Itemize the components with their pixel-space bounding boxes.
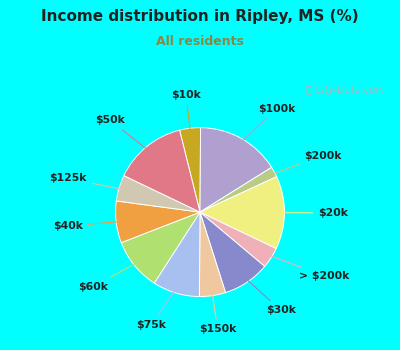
Text: $50k: $50k	[96, 116, 150, 152]
Wedge shape	[200, 167, 277, 212]
Text: $150k: $150k	[199, 290, 236, 334]
Text: $100k: $100k	[239, 104, 295, 144]
Text: > $200k: > $200k	[266, 254, 350, 281]
Text: $75k: $75k	[136, 287, 177, 330]
Wedge shape	[200, 212, 276, 266]
Wedge shape	[124, 130, 200, 212]
Wedge shape	[200, 212, 265, 293]
Text: $40k: $40k	[53, 221, 122, 231]
Wedge shape	[200, 128, 272, 212]
Wedge shape	[180, 128, 200, 212]
Text: $10k: $10k	[171, 90, 201, 134]
Wedge shape	[154, 212, 200, 296]
Text: $200k: $200k	[270, 151, 341, 175]
Text: ⓘ City-Data.com: ⓘ City-Data.com	[306, 85, 384, 95]
Wedge shape	[116, 201, 200, 243]
Text: All residents: All residents	[156, 35, 244, 48]
Wedge shape	[200, 212, 226, 296]
Text: $20k: $20k	[279, 208, 348, 218]
Text: $60k: $60k	[78, 261, 139, 292]
Text: $125k: $125k	[49, 173, 124, 190]
Wedge shape	[116, 176, 200, 212]
Wedge shape	[121, 212, 200, 283]
Wedge shape	[200, 177, 284, 248]
Text: Income distribution in Ripley, MS (%): Income distribution in Ripley, MS (%)	[41, 9, 359, 24]
Text: $30k: $30k	[244, 277, 296, 315]
